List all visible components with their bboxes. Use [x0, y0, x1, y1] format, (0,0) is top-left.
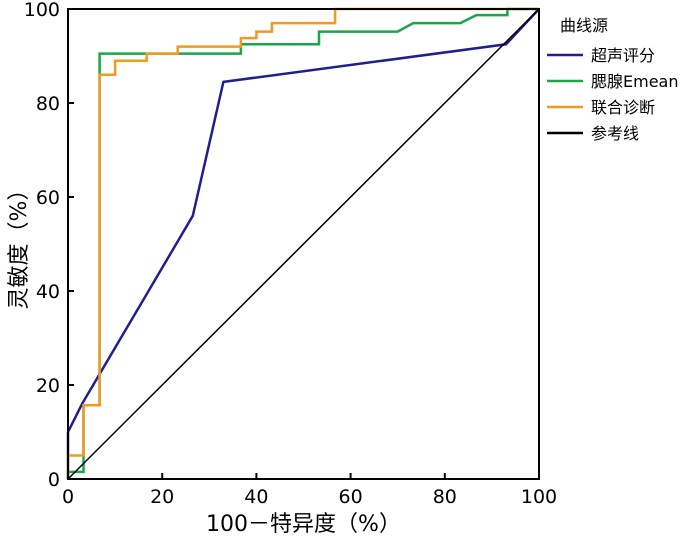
- axis-ticks: 0 20 40 60 80 100 0 20 40 60 80 100: [24, 0, 557, 508]
- plot-lines: [66, 7, 540, 480]
- y-tick-label-5: 100: [24, 0, 60, 21]
- x-tick-label-5: 100: [521, 486, 557, 508]
- legend-label-3: 参考线: [591, 124, 639, 143]
- y-tick-label-1: 20: [36, 375, 60, 397]
- x-tick-label-3: 60: [339, 486, 363, 508]
- legend-title: 曲线源: [560, 16, 608, 35]
- series-line-2: [66, 7, 539, 479]
- series-line-3: [67, 8, 540, 480]
- legend-label-1: 腮腺Emean: [591, 72, 679, 91]
- y-tick-label-0: 0: [48, 469, 60, 491]
- x-tick-label-0: 0: [62, 486, 74, 508]
- y-tick-label-2: 40: [36, 281, 60, 303]
- y-axis-title: 灵敏度（%）: [7, 179, 32, 310]
- x-tick-label-1: 20: [150, 486, 174, 508]
- x-tick-label-4: 80: [433, 486, 457, 508]
- y-tick-label-3: 60: [36, 187, 60, 209]
- plot-frame: [67, 8, 540, 480]
- legend-label-0: 超声评分: [591, 46, 655, 65]
- x-axis-title: 100－特异度（%）: [206, 512, 401, 537]
- x-tick-label-2: 40: [244, 486, 268, 508]
- legend-label-2: 联合诊断: [591, 98, 655, 117]
- y-tick-label-4: 80: [36, 93, 60, 115]
